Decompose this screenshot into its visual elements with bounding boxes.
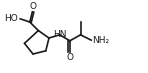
Text: O: O bbox=[30, 2, 37, 11]
Text: NH₂: NH₂ bbox=[92, 36, 109, 45]
Text: HN: HN bbox=[53, 30, 66, 39]
Text: O: O bbox=[66, 53, 73, 62]
Text: HO: HO bbox=[5, 14, 18, 23]
